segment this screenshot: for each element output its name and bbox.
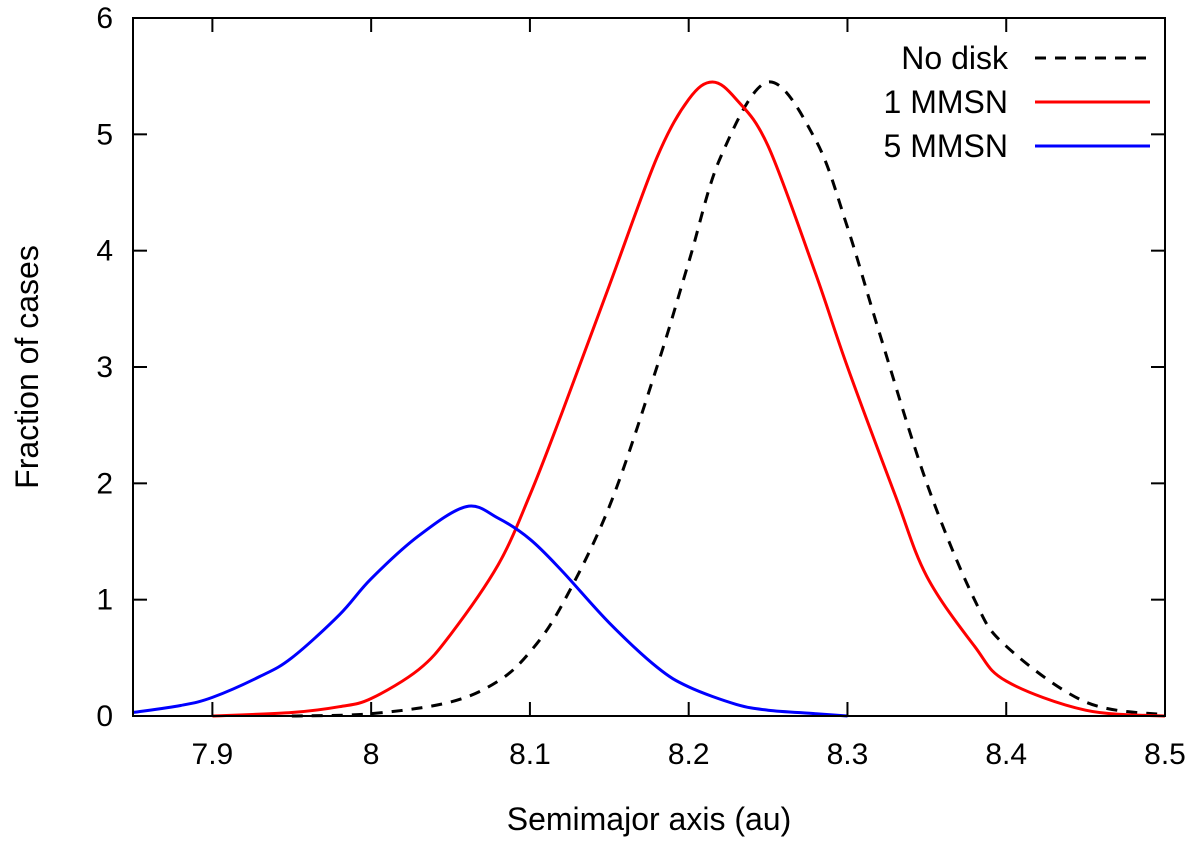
y-tick-label: 2 xyxy=(96,467,113,500)
plot-frame xyxy=(132,17,1166,717)
x-axis-title: Semimajor axis (au) xyxy=(507,801,792,837)
x-tick-label: 8.5 xyxy=(1144,738,1186,771)
y-tick-label: 5 xyxy=(96,118,113,151)
legend-label: No disk xyxy=(901,40,1009,76)
y-axis-title: Fraction of cases xyxy=(9,245,45,489)
plot-curves xyxy=(132,80,1166,718)
axis-tick-labels: 7.9 8 8.1 8.2 8.3 8.4 8.5 0 1 2 3 4 5 6 xyxy=(96,2,1186,771)
x-tick-label: 7.9 xyxy=(192,738,234,771)
legend-label: 1 MMSN xyxy=(884,84,1008,120)
legend-label: 5 MMSN xyxy=(884,128,1008,164)
x-tick-label: 8.1 xyxy=(509,738,551,771)
axis-ticks xyxy=(133,17,1166,717)
x-tick-label: 8 xyxy=(363,738,380,771)
y-tick-label: 1 xyxy=(96,584,113,617)
y-tick-label: 4 xyxy=(96,235,113,268)
legend: No disk 1 MMSN 5 MMSN xyxy=(884,40,1150,164)
series-line-2 xyxy=(132,504,848,718)
x-tick-label: 8.2 xyxy=(668,738,710,771)
x-tick-label: 8.4 xyxy=(985,738,1027,771)
x-tick-label: 8.3 xyxy=(827,738,869,771)
y-tick-label: 0 xyxy=(96,700,113,733)
y-tick-label: 6 xyxy=(96,2,113,35)
series-line-0 xyxy=(291,80,1166,718)
y-tick-label: 3 xyxy=(96,351,113,384)
series-line-1 xyxy=(212,80,1166,718)
